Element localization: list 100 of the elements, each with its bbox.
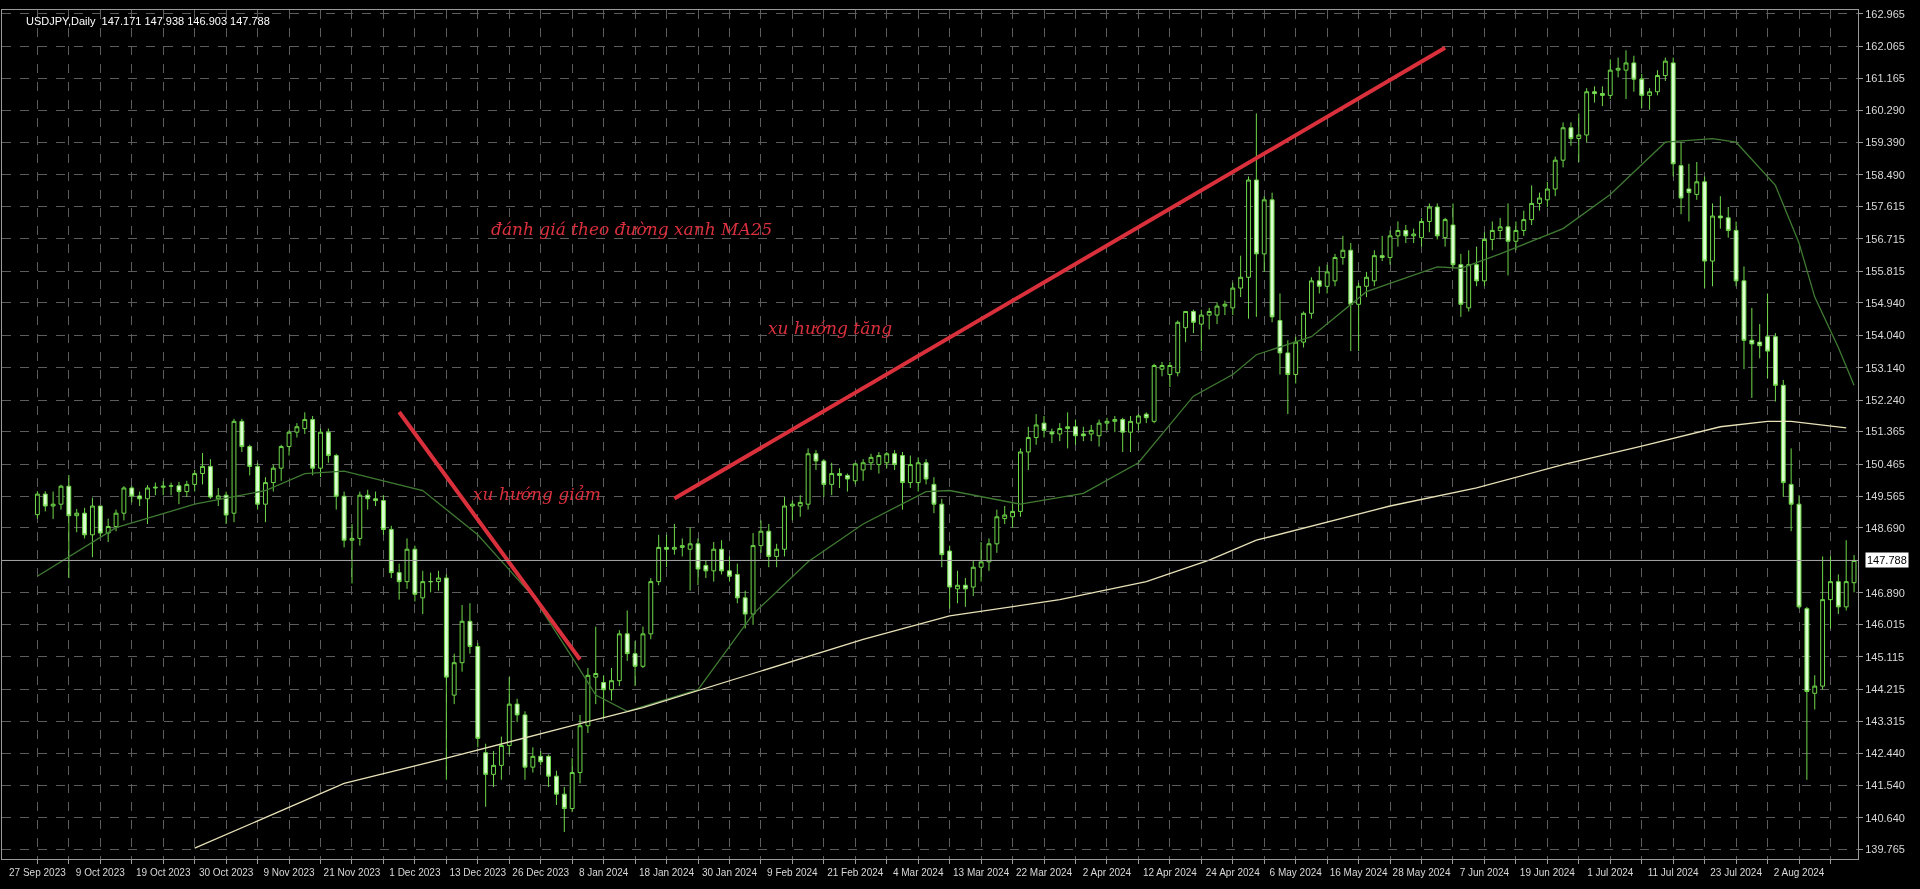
candlestick [1018,447,1023,518]
candlestick [1222,300,1228,316]
candlestick [373,491,378,507]
candlestick [1309,276,1314,320]
candlestick [860,458,866,482]
candlestick [1065,411,1071,449]
candlestick [66,474,72,579]
candlestick [1246,175,1251,320]
candlestick [1198,309,1204,352]
candlestick [1812,674,1818,711]
candlestick [420,570,426,615]
x-tick-label: 19 Jun 2024 [1519,867,1576,878]
x-tick-label: 24 Apr 2024 [1205,867,1261,878]
candlestick [231,418,237,523]
y-tick-label: 154.040 [1865,329,1905,342]
candlestick [727,555,732,583]
candlestick [852,462,858,485]
annotation: xu hướng tăng [768,318,893,338]
candlestick [1466,249,1472,312]
candlestick [546,754,551,788]
candlestick [436,570,441,592]
candlestick [986,537,992,572]
candlestick [1694,161,1700,201]
candlestick [137,491,143,507]
candlestick [294,422,300,439]
candlestick [82,507,87,539]
candlestick [1497,217,1503,240]
candlestick [561,786,567,833]
candlestick [907,455,913,489]
candlestick [1544,181,1550,208]
candlestick [1002,505,1008,525]
candlestick [255,462,261,511]
candlestick [1120,417,1126,453]
y-tick-label: 146.890 [1865,586,1905,599]
x-tick-label: 6 May 2024 [1269,867,1323,878]
candlestick [200,452,205,485]
candlestick [742,590,748,629]
y-tick-label: 148.690 [1865,521,1905,534]
candlestick [333,453,339,511]
candlestick [994,509,1000,554]
y-tick-label: 150.465 [1865,457,1905,470]
candlestick [58,484,64,511]
candlestick [939,498,945,568]
candlestick [884,451,890,469]
candlestick [1686,163,1692,222]
candlestick [923,458,929,485]
candlestick [278,444,284,482]
candlestick [1183,310,1189,343]
x-tick-label: 12 Apr 2024 [1142,867,1198,878]
candlestick [1757,323,1763,359]
candlestick [1253,112,1259,318]
candlestick [113,509,119,532]
candlestick [1749,307,1755,399]
line-series [194,420,1847,849]
candlestick [947,545,953,610]
candlestick [1552,156,1558,197]
candlestick [1670,57,1676,177]
candlestick [750,532,756,626]
candlestick [105,518,111,543]
candlestick [1474,246,1479,287]
candlestick [514,698,520,723]
candlestick [286,429,292,457]
candlestick [1206,307,1212,330]
candlestick [1804,606,1810,781]
candlestick [475,642,481,748]
y-tick-label: 152.240 [1865,393,1905,406]
x-tick-label: 9 Nov 2023 [263,867,316,878]
candlestick [357,491,363,547]
candlestick [1411,228,1417,244]
y-tick-label: 144.215 [1865,683,1905,696]
x-tick-label: 18 Jan 2024 [639,867,695,878]
candlestick [1702,175,1708,289]
y-tick-label: 156.715 [1865,232,1905,245]
candlestick [443,573,449,781]
x-tick-label: 2 Aug 2024 [1773,867,1825,878]
ref-line-label: 147.788 [1867,554,1907,566]
candlestick [1828,555,1833,629]
candlestick [1560,121,1566,168]
candlestick [1128,415,1133,453]
y-tick-label: 160.290 [1865,103,1905,116]
candlestick [782,496,787,557]
candlestick [1788,447,1794,532]
candlestick [341,491,347,548]
candlestick [640,626,646,669]
y-tick-label: 143.315 [1865,715,1905,728]
x-tick-label: 21 Nov 2023 [323,867,381,878]
candlestick [789,500,795,521]
candlestick [1112,415,1118,433]
candlestick [1710,202,1715,287]
text: USDJPY,Daily 147.171 147.938 146.903 147.788 [26,15,270,27]
y-tick-label: 157.615 [1865,200,1905,213]
candlestick [601,674,607,720]
candlestick [1843,539,1849,611]
y-tick-label: 162.965 [1865,7,1905,20]
candlestick [34,490,40,520]
x-tick-label: 9 Feb 2024 [767,867,819,878]
candlestick [1041,415,1047,439]
candlestick [1104,417,1110,431]
y-tick-label: 149.565 [1865,490,1905,503]
candlestick [247,444,253,476]
